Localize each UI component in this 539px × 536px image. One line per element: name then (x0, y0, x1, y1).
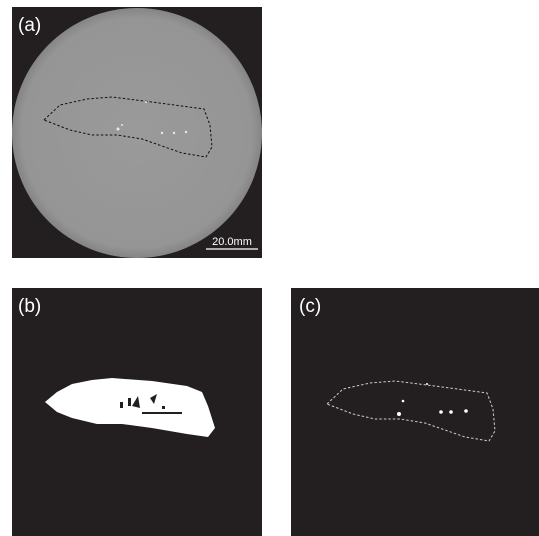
panel-background (291, 288, 539, 536)
scale-bar-label: 20.0mm (212, 236, 252, 248)
panel-c: (c) (291, 288, 539, 536)
figure: (a) 20.0mm (b) (c) (0, 0, 539, 536)
panel-b: (b) (12, 288, 262, 536)
panel-label: (c) (299, 296, 321, 317)
panel-a: (a) 20.0mm (12, 7, 262, 258)
panel-label: (b) (18, 296, 41, 317)
page: (a) 20.0mm (b) (c) (() => { const data =… (0, 0, 539, 536)
scan-disc (12, 8, 262, 258)
panel-label: (a) (18, 15, 41, 36)
